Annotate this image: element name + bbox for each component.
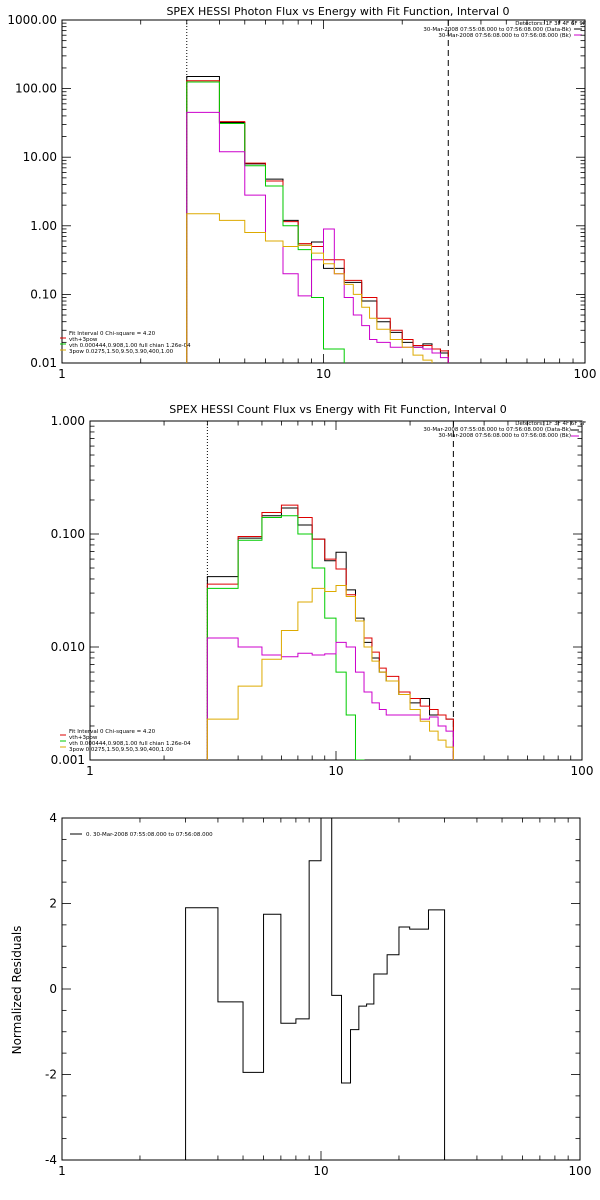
x-tick-label: 100	[571, 764, 594, 778]
count-flux-plot: 1 10 100 0.001 0.010 0.100 1.000	[51, 414, 594, 778]
count-flux-panel: SPEX HESSI Count Flux vs Energy with Fit…	[51, 403, 594, 778]
y-tick-label: 0.01	[30, 356, 57, 370]
fit-model-label: vth+3pow	[69, 735, 98, 741]
series-line	[186, 81, 449, 363]
residuals-panel: Normalized Residuals 0. 30-Mar-2008 07:5…	[10, 811, 591, 1178]
y-tick-label: 4	[49, 811, 57, 825]
data-minus-bk-label: 30-Mar-2008 07:55:08.000 to 07:56:08.000…	[423, 27, 571, 33]
x-tick-label: 1	[58, 367, 66, 381]
pow-params-label: 3pow 0.0275,1.50,9.50,3.90,400,1.00	[69, 349, 174, 355]
photon-flux-panel: SPEX HESSI Photon Flux vs Energy with Fi…	[7, 5, 597, 381]
residuals-legend-label: 0. 30-Mar-2008 07:55:08.000 to 07:56:08.…	[86, 832, 213, 838]
y-tick-label: 1.000	[51, 414, 85, 428]
x-tick-label: 10	[316, 367, 331, 381]
x-tick-label: 10	[328, 764, 343, 778]
x-tick-label: 10	[313, 1164, 328, 1178]
series-line	[186, 76, 449, 363]
y-tick-label: 2	[49, 897, 57, 911]
photon-flux-plot: 1 10 100 0.01 0.10 1.00 10.00 100.00 1000.00	[7, 13, 597, 381]
fit-interval-label: Fit Interval 0 Chi-square = 4.20	[69, 729, 156, 735]
bk-label: 30-Mar-2008 07:56:08.000 to 07:56:08.000…	[438, 33, 571, 39]
header-legend-lines	[571, 429, 579, 437]
pow-params-label: 3pow 0.0275,1.50,9.50,3.90,400,1.00	[69, 747, 174, 753]
y-tick-label: 10.00	[23, 150, 57, 164]
y-tick-label: 0.010	[51, 640, 85, 654]
count-flux-title: SPEX HESSI Count Flux vs Energy with Fit…	[169, 403, 506, 416]
series-line	[206, 637, 454, 760]
x-tick-label: 1	[58, 1164, 66, 1178]
residuals-plot: 1 10 100 -4 -2 0 2 4	[45, 811, 591, 1178]
residuals-y-axis-label: Normalized Residuals	[10, 926, 24, 1055]
photon-flux-title: SPEX HESSI Photon Flux vs Energy with Fi…	[166, 5, 509, 18]
series-line	[185, 818, 446, 1160]
series-line	[186, 111, 449, 363]
fit-model-label: vth+3pow	[69, 337, 98, 343]
vth-params-label: vth 0.000444,0.908,1.00 full chian 1.26e…	[69, 343, 191, 349]
fit-interval-label: Fit Interval 0 Chi-square = 4.20	[69, 331, 156, 337]
vth-params-label: vth 0.000444,0.908,1.00 full chian 1.26e…	[69, 741, 191, 747]
x-tick-label: 100	[574, 367, 597, 381]
series-line	[186, 213, 449, 363]
detectors-label: Detectors: 1F 3F 4F 6F 9F	[515, 21, 586, 27]
series-line	[206, 515, 454, 760]
y-tick-label: -4	[45, 1153, 57, 1167]
y-tick-label: 1.00	[30, 219, 57, 233]
series-line	[206, 585, 454, 760]
plot-frame	[61, 817, 581, 1161]
detectors-label: Detectors: 1F 3F 4F 6F 9F	[515, 421, 586, 427]
series-line	[206, 507, 454, 760]
y-tick-label: 1000.00	[7, 13, 57, 27]
y-tick-label: 100.00	[15, 82, 57, 96]
y-tick-label: 0.001	[51, 753, 85, 767]
bk-label: 30-Mar-2008 07:56:08.000 to 07:56:08.000…	[438, 433, 571, 439]
series-line	[206, 504, 454, 760]
y-tick-label: 0.10	[30, 287, 57, 301]
x-tick-label: 100	[569, 1164, 592, 1178]
data-minus-bk-label: 30-Mar-2008 07:55:08.000 to 07:56:08.000…	[423, 427, 571, 433]
y-tick-label: 0	[49, 982, 57, 996]
y-tick-label: -2	[45, 1068, 57, 1082]
x-tick-label: 1	[86, 764, 94, 778]
header-legend-lines	[574, 28, 582, 36]
y-tick-label: 0.100	[51, 527, 85, 541]
